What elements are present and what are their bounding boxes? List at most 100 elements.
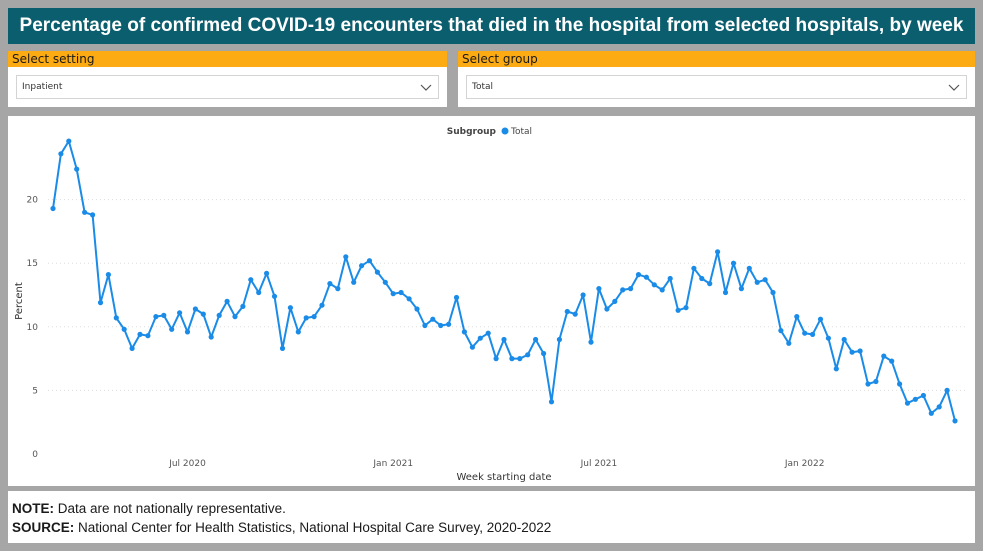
data-point[interactable] bbox=[920, 392, 927, 399]
data-point[interactable] bbox=[715, 249, 721, 255]
data-point[interactable] bbox=[841, 336, 847, 343]
data-point[interactable] bbox=[493, 356, 499, 362]
data-point[interactable] bbox=[912, 396, 919, 402]
data-point[interactable] bbox=[406, 296, 412, 302]
data-point[interactable] bbox=[430, 316, 436, 322]
data-point[interactable] bbox=[264, 270, 270, 276]
setting-dropdown[interactable]: Inpatient bbox=[16, 75, 439, 99]
data-point[interactable] bbox=[525, 352, 531, 358]
data-point[interactable] bbox=[604, 306, 610, 312]
data-point[interactable] bbox=[730, 260, 737, 266]
data-point[interactable] bbox=[366, 258, 373, 264]
data-point[interactable] bbox=[778, 328, 784, 334]
data-point[interactable] bbox=[541, 350, 547, 357]
data-point[interactable] bbox=[153, 314, 159, 320]
data-point[interactable] bbox=[928, 410, 934, 416]
data-point[interactable] bbox=[477, 335, 483, 341]
data-point[interactable] bbox=[564, 308, 570, 315]
data-point[interactable] bbox=[825, 335, 832, 341]
data-point[interactable] bbox=[675, 307, 681, 313]
data-point[interactable] bbox=[256, 289, 262, 296]
data-point[interactable] bbox=[517, 356, 523, 362]
data-point[interactable] bbox=[271, 293, 278, 299]
data-point[interactable] bbox=[287, 305, 293, 311]
data-point[interactable] bbox=[699, 275, 705, 282]
data-point[interactable] bbox=[335, 286, 341, 292]
data-point[interactable] bbox=[177, 310, 183, 316]
data-point[interactable] bbox=[438, 322, 444, 329]
data-point[interactable] bbox=[881, 353, 887, 359]
data-point[interactable] bbox=[398, 289, 404, 296]
data-point[interactable] bbox=[50, 205, 56, 212]
data-point[interactable] bbox=[200, 311, 206, 317]
data-point[interactable] bbox=[469, 344, 475, 350]
data-point[interactable] bbox=[762, 277, 768, 283]
data-point[interactable] bbox=[461, 329, 467, 335]
data-point[interactable] bbox=[691, 265, 697, 271]
data-point[interactable] bbox=[770, 289, 776, 296]
data-point[interactable] bbox=[572, 311, 578, 317]
data-point[interactable] bbox=[944, 387, 950, 393]
data-point[interactable] bbox=[74, 166, 80, 172]
data-point[interactable] bbox=[327, 281, 333, 287]
data-point[interactable] bbox=[184, 329, 191, 335]
data-point[interactable] bbox=[161, 312, 167, 318]
data-point[interactable] bbox=[628, 286, 634, 292]
data-point[interactable] bbox=[97, 300, 104, 306]
data-point[interactable] bbox=[548, 399, 555, 405]
data-point[interactable] bbox=[192, 306, 198, 312]
data-point[interactable] bbox=[904, 400, 911, 406]
data-point[interactable] bbox=[643, 274, 650, 280]
data-point[interactable] bbox=[279, 345, 286, 351]
data-point[interactable] bbox=[90, 212, 96, 218]
data-point[interactable] bbox=[485, 330, 491, 336]
data-point[interactable] bbox=[129, 345, 135, 351]
group-dropdown[interactable]: Total bbox=[466, 75, 967, 99]
data-point[interactable] bbox=[216, 312, 222, 318]
data-point[interactable] bbox=[533, 336, 539, 343]
data-point[interactable] bbox=[596, 286, 602, 292]
data-point[interactable] bbox=[667, 275, 673, 282]
data-point[interactable] bbox=[295, 329, 301, 335]
data-point[interactable] bbox=[897, 381, 903, 387]
data-point[interactable] bbox=[232, 314, 238, 320]
data-point[interactable] bbox=[833, 366, 839, 372]
data-point[interactable] bbox=[121, 326, 127, 332]
data-point[interactable] bbox=[865, 381, 871, 387]
data-point[interactable] bbox=[453, 294, 460, 301]
data-point[interactable] bbox=[359, 263, 365, 269]
data-point[interactable] bbox=[651, 282, 657, 288]
data-point[interactable] bbox=[683, 305, 689, 311]
data-point[interactable] bbox=[390, 291, 396, 297]
data-point[interactable] bbox=[620, 287, 626, 293]
data-point[interactable] bbox=[952, 418, 958, 424]
data-point[interactable] bbox=[580, 292, 586, 298]
data-point[interactable] bbox=[145, 333, 151, 339]
data-point[interactable] bbox=[659, 287, 665, 293]
data-point[interactable] bbox=[786, 340, 792, 346]
data-point[interactable] bbox=[113, 315, 119, 321]
data-point[interactable] bbox=[66, 138, 72, 144]
data-point[interactable] bbox=[240, 303, 246, 309]
data-point[interactable] bbox=[849, 349, 855, 355]
data-point[interactable] bbox=[509, 356, 515, 362]
data-point[interactable] bbox=[446, 321, 452, 327]
data-point[interactable] bbox=[169, 326, 175, 332]
data-point[interactable] bbox=[303, 315, 309, 321]
data-point[interactable] bbox=[612, 298, 618, 304]
data-point[interactable] bbox=[556, 336, 563, 343]
data-point[interactable] bbox=[311, 314, 317, 320]
data-point[interactable] bbox=[857, 348, 863, 354]
data-point[interactable] bbox=[351, 279, 357, 285]
data-point[interactable] bbox=[382, 279, 388, 285]
data-point[interactable] bbox=[105, 272, 111, 278]
data-point[interactable] bbox=[208, 334, 214, 340]
data-point[interactable] bbox=[738, 286, 745, 292]
data-point[interactable] bbox=[754, 279, 760, 285]
data-point[interactable] bbox=[794, 314, 800, 320]
data-point[interactable] bbox=[635, 272, 642, 278]
data-point[interactable] bbox=[746, 265, 752, 271]
data-point[interactable] bbox=[810, 331, 816, 337]
data-point[interactable] bbox=[588, 339, 594, 345]
data-point[interactable] bbox=[248, 277, 254, 283]
